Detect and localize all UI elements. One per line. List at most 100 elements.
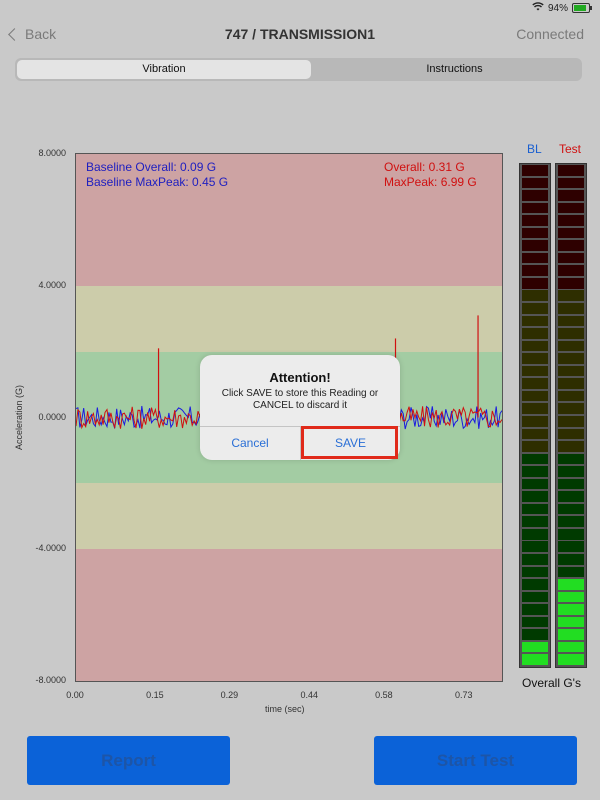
battery-icon <box>572 3 592 13</box>
x-axis-label: time (sec) <box>265 704 305 714</box>
baseline-overall-text: Baseline Overall: 0.09 G <box>86 160 217 174</box>
meter-segment <box>522 277 548 289</box>
bl-label: BL <box>527 142 542 156</box>
meter-segment <box>558 265 584 276</box>
meter-segment <box>558 202 584 214</box>
x-tick-label: 0.44 <box>300 690 319 700</box>
overall-text: Overall: 0.31 G <box>384 160 465 174</box>
meter-segment <box>522 303 548 314</box>
meter-segment <box>558 453 584 465</box>
y-tick-label: 4.0000 <box>38 279 66 290</box>
report-button[interactable]: Report <box>27 736 230 785</box>
meter-segment <box>558 403 584 414</box>
meter-segment <box>558 428 584 440</box>
meter-segment <box>522 441 548 452</box>
meter-segment <box>522 453 548 465</box>
meter-segment <box>558 240 584 251</box>
meter-segment <box>522 641 548 653</box>
start-test-button[interactable]: Start Test <box>374 736 577 785</box>
meter-segment <box>558 541 584 553</box>
segmented-control: Vibration Instructions <box>15 58 582 81</box>
tab-instructions[interactable]: Instructions <box>426 63 483 75</box>
meter-segment <box>558 604 584 615</box>
meter-segment <box>558 340 584 352</box>
meter-segment <box>558 290 584 302</box>
meter-segment <box>522 654 548 665</box>
test-label: Test <box>559 142 582 156</box>
y-tick-label: 0.0000 <box>38 411 66 422</box>
meter-segment <box>522 315 548 327</box>
meter-segment <box>522 604 548 615</box>
meter-segment <box>558 378 584 389</box>
overall-gs-label: Overall G's <box>522 676 581 690</box>
maxpeak-text: MaxPeak: 6.99 G <box>384 175 477 189</box>
meter-segment <box>558 365 584 377</box>
meter-segment <box>558 641 584 653</box>
meter-segment <box>522 340 548 352</box>
threshold-band <box>76 285 502 352</box>
save-highlight-box <box>301 426 398 459</box>
meter-segment <box>522 503 548 515</box>
wifi-icon <box>532 2 544 14</box>
meter-segment <box>558 227 584 239</box>
back-button[interactable]: Back <box>8 26 57 42</box>
meter-segment <box>558 579 584 590</box>
x-tick-label: 0.15 <box>146 690 164 700</box>
meter-segment <box>558 353 584 364</box>
meter-segment <box>558 177 584 189</box>
connection-status: Connected <box>516 26 584 42</box>
meter-segment <box>558 566 584 578</box>
meter-segment <box>558 415 584 427</box>
battery-percent: 94% <box>547 2 568 14</box>
meter-segment <box>522 478 548 490</box>
meter-segment <box>522 528 548 540</box>
meter-segment <box>558 554 584 565</box>
meter-segment <box>522 591 548 603</box>
meter-segment <box>558 528 584 540</box>
meter-segment <box>558 503 584 515</box>
meter-segment <box>558 491 584 502</box>
meter-segment <box>522 491 548 502</box>
meter-segment <box>558 478 584 490</box>
dialog-title: Attention! <box>269 370 331 385</box>
meter-segment <box>522 353 548 364</box>
meter-segment <box>558 252 584 264</box>
dialog-button-divider <box>300 426 301 460</box>
meter-segment <box>522 566 548 578</box>
meter-segment <box>558 441 584 452</box>
meter-segment <box>522 252 548 264</box>
nav-bar: Back 747 / TRANSMISSION1 Connected <box>0 22 600 46</box>
cancel-button[interactable]: Cancel <box>231 436 269 450</box>
meter-segment <box>522 328 548 339</box>
meter-segment <box>558 654 584 665</box>
y-tick-label: -8.0000 <box>35 675 66 685</box>
meter-segment <box>522 265 548 276</box>
tab-vibration[interactable]: Vibration <box>17 60 311 79</box>
meter-segment <box>522 390 548 402</box>
meter-segment <box>522 164 548 176</box>
meter-segment <box>558 629 584 640</box>
y-tick-label: -4.0000 <box>35 543 66 554</box>
threshold-band <box>76 154 502 286</box>
meter-segment <box>522 428 548 440</box>
back-label: Back <box>25 26 57 42</box>
meter-segment <box>522 466 548 477</box>
save-button[interactable]: SAVE <box>334 436 367 450</box>
meter-segment <box>522 629 548 640</box>
meter-segment <box>522 202 548 214</box>
meter-segment <box>558 516 584 527</box>
y-tick-label: 8.0000 <box>38 148 66 158</box>
meter-segment <box>522 227 548 239</box>
meter-segment <box>558 315 584 327</box>
meter-segment <box>522 365 548 377</box>
meter-segment <box>522 541 548 553</box>
vibration-chart: Baseline Overall: 0.09 G Baseline MaxPea… <box>75 153 503 682</box>
meter-segment <box>522 616 548 628</box>
baseline-maxpeak-text: Baseline MaxPeak: 0.45 G <box>86 175 229 189</box>
meter-segment <box>558 328 584 339</box>
bl-meter <box>519 163 551 668</box>
meter-segment <box>558 591 584 603</box>
meter-segment <box>522 579 548 590</box>
x-tick-label: 0.29 <box>220 690 239 700</box>
status-bar: 94% <box>532 2 592 14</box>
